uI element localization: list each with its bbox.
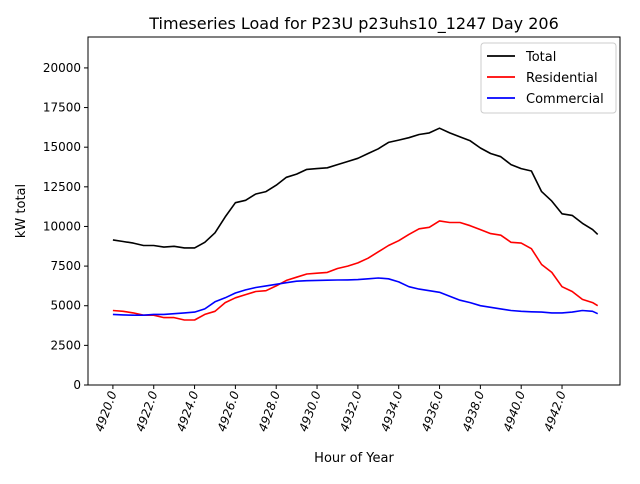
axes-frame	[87, 36, 621, 386]
legend-box	[480, 42, 617, 114]
series-line-total	[112, 127, 599, 249]
x-tick-label: 4936.0	[419, 389, 447, 434]
chart-title: Timeseries Load for P23U p23uhs10_1247 D…	[148, 14, 559, 34]
x-axis-label: Hour of Year	[314, 451, 394, 466]
plot-area	[112, 127, 599, 321]
x-tick-label: 4928.0	[256, 389, 284, 434]
legend-label-residential: Residential	[526, 71, 598, 86]
x-tick-label: 4932.0	[337, 389, 365, 434]
x-tick-label: 4924.0	[174, 389, 202, 434]
x-tick-label: 4920.0	[92, 389, 120, 434]
x-axis: 4920.0 4922.0 4924.0 4926.0 4928.0 4930.0 4932…	[92, 385, 569, 433]
y-tick-label: 12500	[43, 180, 81, 194]
series-line-commercial	[112, 277, 599, 317]
y-axis-label: kW total	[14, 184, 29, 238]
legend-label-total: Total	[525, 50, 556, 65]
x-tick-label: 4938.0	[460, 389, 488, 434]
x-tick-label: 4930.0	[296, 389, 324, 434]
x-tick-label: 4922.0	[133, 389, 161, 434]
x-tick-label: 4942.0	[541, 389, 569, 434]
x-tick-label: 4934.0	[378, 389, 406, 434]
x-tick-label: 4926.0	[215, 389, 243, 434]
y-axis: 0 2500 5000 7500 10000 12500 15000 17500 20000	[43, 61, 88, 392]
legend-label-commercial: Commercial	[526, 92, 604, 107]
y-tick-label: 20000	[43, 61, 81, 75]
x-tick-label: 4940.0	[500, 389, 528, 434]
y-tick-label: 7500	[50, 259, 81, 273]
y-tick-label: 2500	[50, 338, 81, 352]
y-tick-label: 5000	[50, 299, 81, 313]
y-tick-label: 15000	[43, 140, 81, 154]
y-tick-label: 17500	[43, 101, 81, 115]
y-tick-label: 0	[73, 378, 81, 392]
legend: Total Residential Commercial	[480, 42, 617, 114]
series-line-residential	[112, 220, 599, 321]
y-tick-label: 10000	[43, 219, 81, 233]
